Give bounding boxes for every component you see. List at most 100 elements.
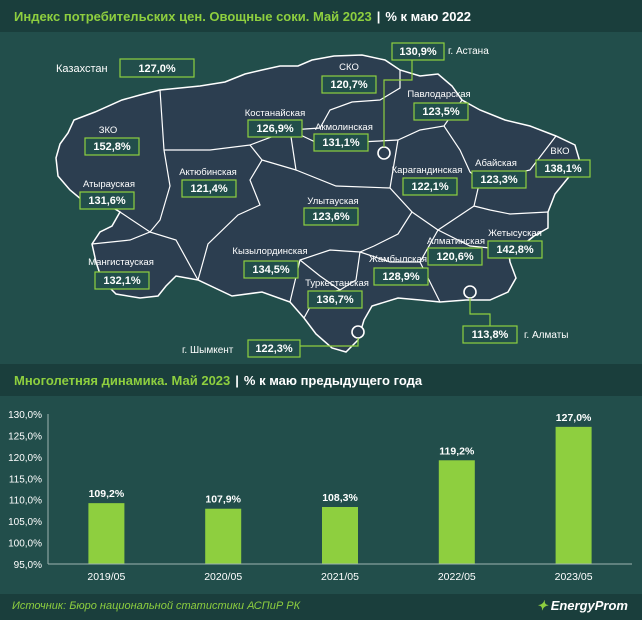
value-box-country: 127,0% (119, 58, 195, 78)
x-axis: 2019/05 2020/05 2021/05 2022/05 2023/05 (48, 563, 632, 583)
region-value-akmola: 131,1% (322, 137, 360, 149)
leader-lines (298, 60, 491, 347)
header-separator: | (376, 9, 381, 24)
map-subtitle: % к маю 2022 (385, 9, 471, 24)
region-name-karaganda: Карагандинская (392, 165, 463, 176)
city-value-shymkent: 122,3% (255, 343, 293, 355)
city-name-shymkent: г. Шымкент (182, 345, 234, 356)
y-tick-label: 115,0% (9, 474, 42, 485)
region-name-kostanay: Костанайская (245, 108, 305, 119)
x-tick-label: 2019/05 (87, 571, 125, 583)
energyprom-icon: ✦ (536, 598, 548, 613)
region-value-turkestan: 136,7% (316, 294, 354, 306)
region-name-almaty-reg: Алматинская (427, 236, 485, 247)
kazakhstan-map: СКО Павлодарская Костанайская Акмолинска… (55, 42, 591, 358)
region-value-zhetysu: 142,8% (496, 244, 534, 256)
region-name-vko: ВКО (550, 146, 569, 157)
region-name-zhetysu: Жетысуская (488, 228, 542, 239)
chart-header: Многолетняя динамика. Май 2023 | % к маю п… (0, 364, 642, 396)
x-tick-label: 2022/05 (438, 571, 476, 583)
bar-2022/05 (438, 460, 475, 564)
region-name-zhambyl: Жамбылская (369, 254, 427, 265)
country-label: Казахстан (56, 63, 108, 75)
region-value-abai: 123,3% (480, 174, 518, 186)
y-tick-label: 100,0% (8, 539, 42, 550)
x-tick-label: 2020/05 (204, 571, 242, 583)
bar-value-label: 109,2% (89, 488, 125, 500)
region-value-ulytau: 123,6% (312, 211, 350, 223)
region-name-pavlodar: Павлодарская (407, 89, 470, 100)
map-header-text: Индекс потребительских цен. Овощные соки… (14, 9, 471, 24)
region-name-atyrau: Атырауская (83, 179, 135, 190)
y-axis: 95,0% 100,0% 105,0% 110,0% 115,0% 120,0% 125,0… (8, 410, 49, 571)
region-value-aktobe: 121,4% (190, 183, 228, 195)
region-name-abai: Абайская (475, 158, 517, 169)
y-tick-label: 130,0% (8, 410, 42, 421)
value-box-atyrau: 131,6% (79, 191, 135, 210)
value-box-akmola: 131,1% (313, 133, 369, 152)
city-value-astana: 130,9% (399, 46, 437, 58)
bar-chart: 95,0% 100,0% 105,0% 110,0% 115,0% 120,0% 125,0… (8, 410, 632, 583)
value-box-abai: 123,3% (471, 170, 527, 189)
bar-2020/05 (205, 508, 242, 564)
value-box-kostanay: 126,9% (247, 119, 303, 138)
value-box-ulytau: 123,6% (303, 207, 359, 226)
header-separator: | (235, 373, 239, 388)
y-tick-label: 105,0% (8, 517, 42, 528)
region-name-akmola: Акмолинская (315, 122, 373, 133)
brand-logo: ✦ EnergyProm (537, 598, 628, 614)
bar-value-label: 108,3% (322, 492, 358, 504)
value-box-zko: 152,8% (84, 137, 140, 156)
chart-subtitle: % к маю предыдущего года (243, 373, 423, 388)
footer: Источник: Бюро национальной статистики А… (0, 594, 642, 620)
chart-title: Многолетняя динамика. Май 2023 (14, 373, 231, 388)
x-tick-label: 2023/05 (555, 571, 593, 583)
value-box-shymkent: 122,3% (247, 339, 301, 358)
region-value-karaganda: 122,1% (411, 181, 449, 193)
region-value-mangystau: 132,1% (103, 275, 141, 287)
value-box-karaganda: 122,1% (402, 177, 458, 196)
bar-value-label: 107,9% (205, 494, 241, 506)
bars: 109,2% 107,9% 108,3% 119,2% 127,0% (88, 412, 592, 564)
x-tick-label: 2021/05 (321, 571, 359, 583)
region-name-mangystau: Мангистауская (88, 257, 154, 268)
brand-name: EnergyProm (550, 598, 628, 613)
value-box-sko: 120,7% (321, 75, 377, 94)
map-header: Индекс потребительских цен. Овощные соки… (0, 0, 642, 32)
city-name-astana: г. Астана (448, 46, 489, 57)
value-box-almaty: 113,8% (462, 325, 518, 344)
bar-2021/05 (322, 507, 358, 564)
y-tick-label: 125,0% (8, 431, 42, 442)
region-name-zko: ЗКО (99, 125, 118, 136)
region-name-aktobe: Актюбинская (179, 167, 237, 178)
bar-value-label: 119,2% (439, 445, 475, 457)
bar-2023/05 (555, 426, 592, 564)
value-box-mangystau: 132,1% (94, 271, 150, 290)
region-value-vko: 138,1% (544, 163, 582, 175)
region-value-sko: 120,7% (330, 79, 368, 91)
bar-value-label: 127,0% (556, 412, 592, 424)
region-name-kyzylorda: Кызылординская (232, 246, 307, 257)
value-box-pavlodar: 123,5% (413, 102, 469, 121)
y-tick-label: 120,0% (8, 453, 42, 464)
region-name-sko: СКО (339, 62, 359, 73)
astana-marker (377, 146, 391, 160)
region-name-turkestan: Туркестанская (305, 278, 369, 289)
almaty-marker (463, 285, 477, 299)
city-value-almaty: 113,8% (472, 329, 509, 341)
bar-2019/05 (88, 503, 125, 564)
region-value-atyrau: 131,6% (88, 195, 126, 207)
shymkent-marker (351, 325, 365, 339)
value-box-astana: 130,9% (391, 42, 445, 61)
region-value-kyzylorda: 134,5% (252, 264, 290, 276)
y-tick-label: 95,0% (14, 560, 42, 571)
region-value-almaty-reg: 120,6% (436, 251, 474, 263)
map-title: Индекс потребительских цен. Овощные соки… (14, 9, 372, 24)
source-text: Источник: Бюро национальной статистики А… (12, 600, 301, 612)
city-name-almaty: г. Алматы (524, 330, 568, 341)
region-value-zko: 152,8% (93, 141, 131, 153)
value-box-zhetysu: 142,8% (487, 240, 543, 259)
value-box-kyzylorda: 134,5% (243, 260, 299, 279)
value-box-turkestan: 136,7% (307, 290, 363, 309)
y-tick-label: 110,0% (9, 496, 42, 507)
